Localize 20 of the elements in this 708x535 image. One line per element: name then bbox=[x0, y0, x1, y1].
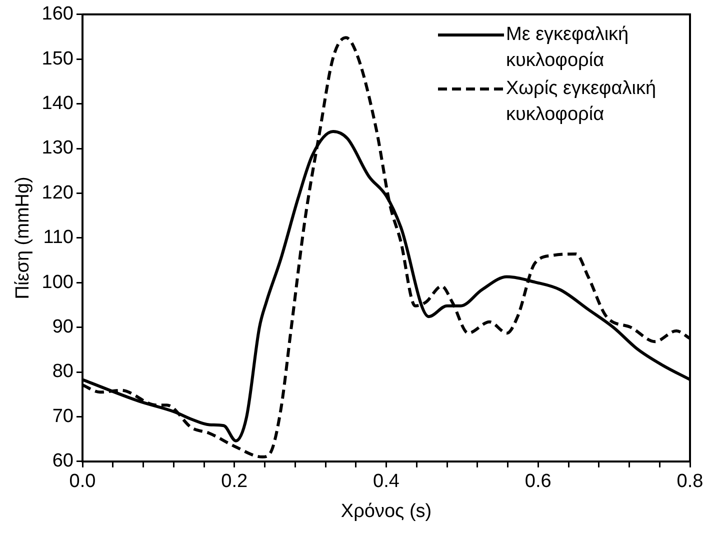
y-tick-label: 80 bbox=[52, 361, 74, 382]
y-tick-label: 160 bbox=[42, 4, 74, 25]
y-tick-label: 60 bbox=[52, 450, 74, 472]
y-axis-title: Πίεση (mmHg) bbox=[12, 176, 34, 300]
x-tick-label: 0.4 bbox=[373, 471, 400, 492]
y-tick-label: 140 bbox=[42, 93, 74, 114]
y-tick-label: 100 bbox=[42, 272, 74, 293]
legend-label: Με εγκεφαλική κυκλοφορία bbox=[506, 23, 630, 73]
y-tick-label: 70 bbox=[52, 406, 74, 427]
y-tick-label: 120 bbox=[42, 182, 74, 204]
x-tick-label: 0.0 bbox=[69, 471, 96, 492]
y-tick-label: 150 bbox=[42, 48, 74, 70]
legend-label: Χωρίς εγκεφαλική κυκλοφορία bbox=[506, 77, 658, 127]
x-tick-label: 0.8 bbox=[676, 471, 704, 492]
y-tick-label: 90 bbox=[52, 316, 74, 338]
y-tick-label: 110 bbox=[43, 227, 74, 248]
x-tick-label: 0.2 bbox=[221, 471, 248, 492]
x-tick-label: 0.6 bbox=[524, 471, 552, 492]
y-tick-label: 130 bbox=[42, 138, 74, 159]
x-axis-title: Χρόνος (s) bbox=[340, 500, 432, 522]
